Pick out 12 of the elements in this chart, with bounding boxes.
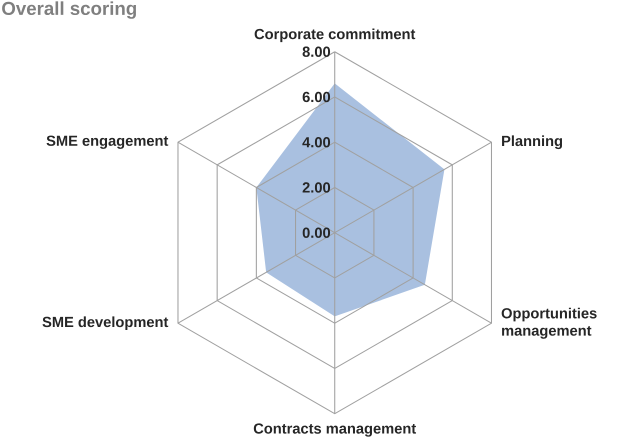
spoke-label: SME development [42,316,168,330]
spoke-label: Opportunities management [502,308,597,339]
y-tick-label: 8.00 [302,46,330,57]
spoke-label: Contracts management [254,423,416,437]
spoke-label: Planning [502,135,562,150]
spoke-label: Corporate commitment [254,28,416,42]
y-tick-label: 2.00 [302,182,330,193]
chart-title: Overall scoring [2,1,136,19]
y-tick-label: 6.00 [302,92,330,102]
spoke-label: SME engagement [46,136,168,149]
y-tick-label: 0.00 [302,228,330,238]
y-tick-label: 4.00 [302,137,330,148]
